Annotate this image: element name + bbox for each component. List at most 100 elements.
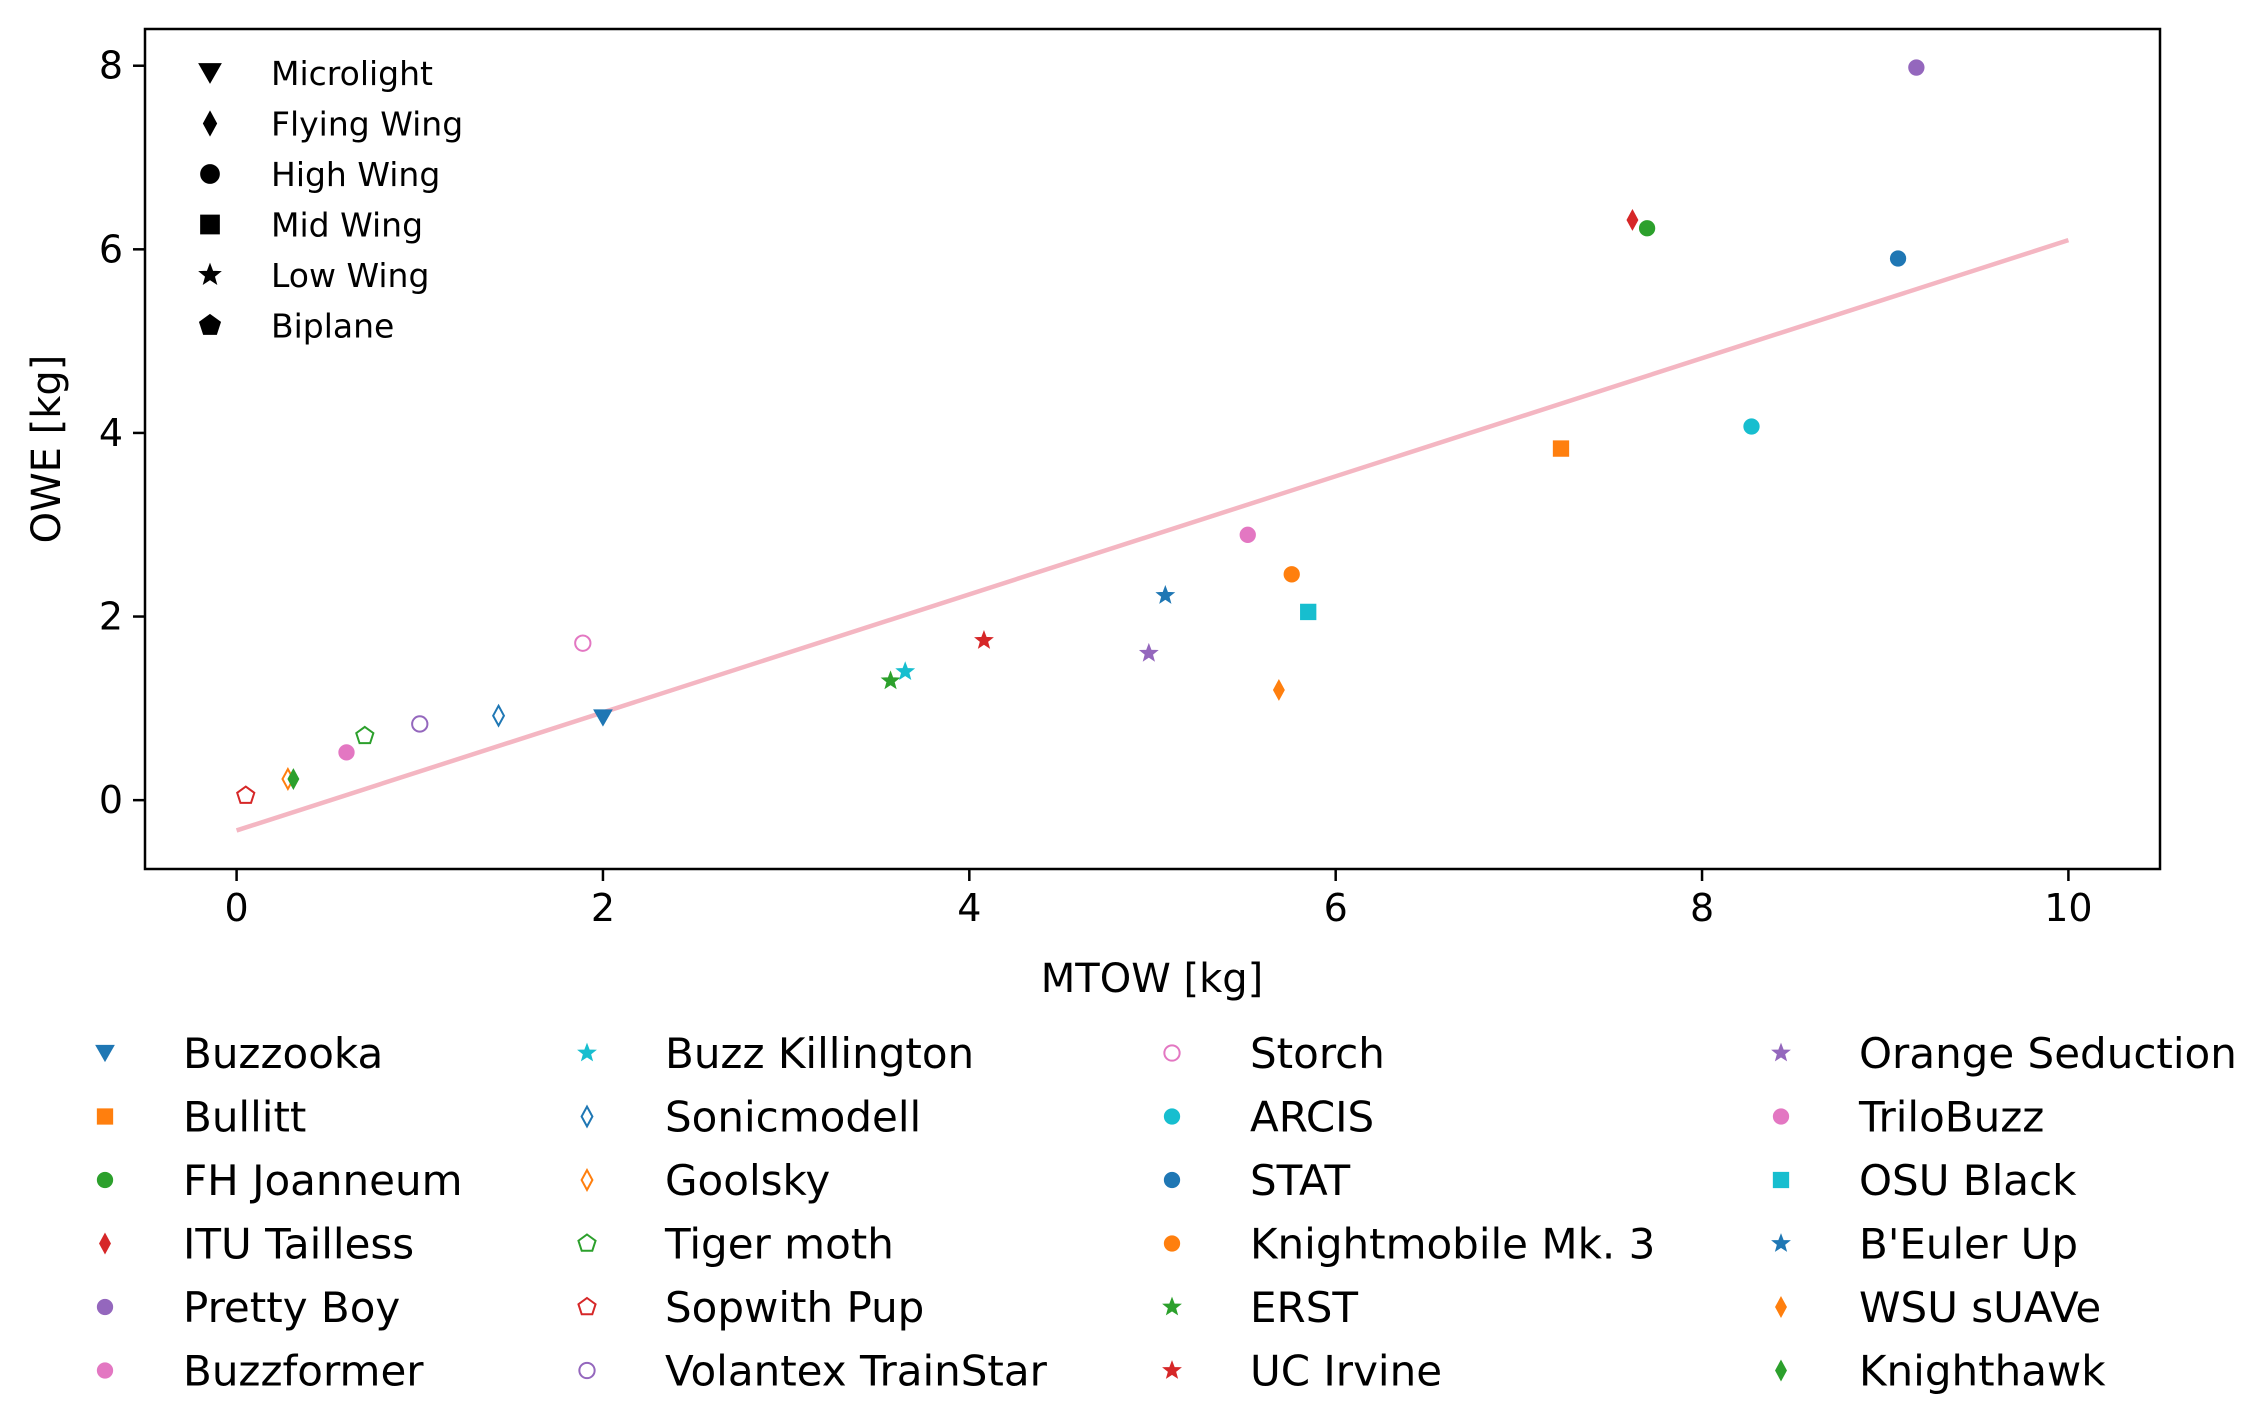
x-tick-label: 10: [2044, 886, 2092, 930]
series-legend: Buzzooka Bullitt FH Joanneum ITU Tailless Pr…: [95, 1029, 2237, 1396]
data-point-knighthawk: [287, 768, 300, 790]
data-point-volantex-trainstar: [411, 715, 429, 733]
legend-marker-erst: [1162, 1296, 1182, 1316]
shape-legend-label-mid-wing: Mid Wing: [271, 206, 423, 245]
legend-marker-volantex-trainstar: [578, 1361, 596, 1380]
data-point-buzzooka: [593, 709, 613, 727]
legend-marker-pretty-boy: [96, 1298, 114, 1316]
legend-label-fh-joanneum: FH Joanneum: [183, 1156, 463, 1205]
data-point-arcis: [1743, 418, 1760, 435]
data-point-buzz-killington: [895, 661, 916, 681]
legend-marker-flying-wing: [202, 110, 218, 137]
legend-marker-fh-joanneum: [96, 1171, 114, 1189]
y-tick-label: 2: [99, 595, 123, 639]
marker-shape-legend: Microlight Flying Wing High Wing Mid Wing Lo…: [198, 54, 463, 346]
x-tick-label: 2: [591, 886, 615, 930]
legend-marker-wsu-suave: [1775, 1296, 1787, 1318]
legend-label-buzzooka: Buzzooka: [183, 1029, 383, 1078]
y-tick-label: 6: [99, 227, 123, 271]
legend-label-pretty-boy: Pretty Boy: [183, 1283, 400, 1332]
x-tick-label: 8: [1690, 886, 1714, 930]
x-tick-label: 6: [1324, 886, 1348, 930]
legend-label-trilobuzz: TriloBuzz: [1858, 1093, 2044, 1142]
legend-label-sonicmodell: Sonicmodell: [665, 1093, 921, 1142]
data-point-bullitt: [1552, 440, 1570, 457]
legend-label-volantex-trainstar: Volantex TrainStar: [665, 1347, 1048, 1396]
legend-label-osu-black: OSU Black: [1859, 1156, 2077, 1205]
legend-marker-knightmobile-mk-3: [1163, 1235, 1181, 1252]
data-point-orange-seduction: [1138, 642, 1159, 662]
legend-marker-microlight: [198, 63, 222, 84]
legend-label-buzz-killington: Buzz Killington: [665, 1029, 974, 1078]
y-axis-label: OWE [kg]: [24, 355, 70, 544]
data-point-tiger-moth: [355, 725, 375, 745]
data-point-knightmobile-mk-3: [1283, 566, 1300, 583]
legend-marker-sonicmodell: [580, 1104, 594, 1129]
y-tick-label: 0: [99, 778, 123, 822]
data-point-stat: [1889, 250, 1907, 267]
legend-marker-goolsky: [580, 1168, 594, 1192]
shape-legend-label-biplane: Biplane: [271, 307, 394, 346]
legend-label-knightmobile-mk-3: Knightmobile Mk. 3: [1250, 1220, 1655, 1269]
legend-marker-buzzformer: [96, 1362, 114, 1379]
legend-label-tiger-moth: Tiger moth: [664, 1220, 894, 1269]
legend-label-wsu-suave: WSU sUAVe: [1859, 1283, 2101, 1332]
legend-marker-high-wing: [200, 164, 220, 184]
legend-marker-bullitt: [96, 1108, 114, 1125]
data-point-sopwith-pup: [236, 785, 256, 804]
data-point-wsu-suave: [1272, 679, 1285, 701]
legend-label-bullitt: Bullitt: [183, 1093, 306, 1142]
data-point-fh-joanneum: [1638, 220, 1656, 237]
legend-marker-buzzooka: [95, 1044, 115, 1063]
shape-legend-label-flying-wing: Flying Wing: [271, 105, 463, 144]
legend-label-goolsky: Goolsky: [665, 1156, 830, 1205]
legend-marker-stat: [1163, 1171, 1181, 1189]
data-point-trilobuzz: [1239, 526, 1256, 543]
legend-marker-uc-irvine: [1162, 1360, 1182, 1379]
legend-marker-b-euler-up: [1771, 1233, 1791, 1252]
data-point-erst: [880, 670, 901, 690]
legend-marker-low-wing: [198, 262, 222, 286]
legend-label-b-euler-up: B'Euler Up: [1859, 1220, 2078, 1269]
legend-marker-arcis: [1163, 1108, 1181, 1125]
legend-label-orange-seduction: Orange Seduction: [1859, 1029, 2237, 1078]
y-tick-label: 4: [99, 411, 123, 455]
legend-marker-itu-tailless: [99, 1232, 111, 1255]
shape-legend-label-high-wing: High Wing: [271, 155, 440, 194]
legend-label-erst: ERST: [1250, 1283, 1358, 1332]
shape-legend-label-microlight: Microlight: [271, 54, 433, 93]
legend-marker-trilobuzz: [1772, 1108, 1790, 1125]
legend-label-itu-tailless: ITU Tailless: [183, 1220, 414, 1269]
data-point-itu-tailless: [1626, 209, 1639, 231]
shape-legend-label-low-wing: Low Wing: [271, 256, 429, 295]
legend-label-knighthawk: Knighthawk: [1859, 1347, 2106, 1396]
data-point-storch: [574, 634, 592, 652]
legend-marker-buzz-killington: [577, 1042, 597, 1062]
legend-label-sopwith-pup: Sopwith Pup: [665, 1283, 924, 1332]
data-point-osu-black: [1300, 603, 1317, 621]
legend-label-stat: STAT: [1250, 1156, 1351, 1205]
x-tick-label: 0: [224, 886, 248, 930]
legend-marker-osu-black: [1772, 1171, 1790, 1189]
legend-marker-storch: [1163, 1044, 1181, 1062]
legend-marker-knighthawk: [1775, 1359, 1787, 1382]
legend-label-buzzformer: Buzzformer: [183, 1347, 424, 1396]
y-tick-label: 8: [99, 44, 123, 88]
axes-frame: [143, 27, 2162, 871]
legend-marker-sopwith-pup: [577, 1296, 597, 1316]
data-point-pretty-boy: [1908, 59, 1925, 76]
legend-label-arcis: ARCIS: [1250, 1093, 1374, 1142]
x-tick-label: 4: [957, 886, 981, 930]
legend-marker-orange-seduction: [1771, 1042, 1791, 1062]
data-point-uc-irvine: [974, 629, 994, 649]
data-point-sonicmodell: [492, 703, 506, 728]
legend-label-storch: Storch: [1250, 1029, 1385, 1078]
legend-marker-tiger-moth: [577, 1233, 597, 1252]
data-point-buzzformer: [338, 744, 355, 761]
trendline: [235, 238, 2070, 833]
legend-marker-mid-wing: [200, 214, 220, 235]
legend-marker-biplane: [198, 313, 222, 335]
legend-label-uc-irvine: UC Irvine: [1250, 1347, 1442, 1396]
x-axis-label: MTOW [kg]: [1041, 956, 1263, 1002]
